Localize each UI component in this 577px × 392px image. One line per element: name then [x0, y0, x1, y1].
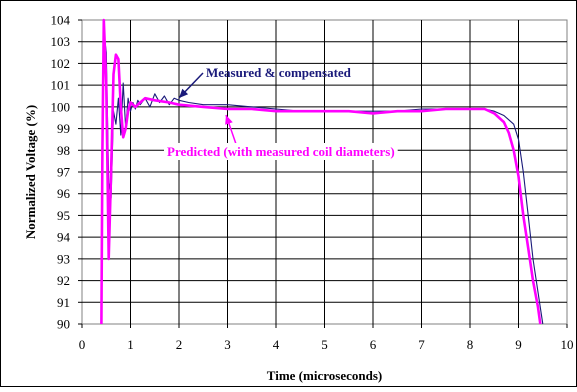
series-measured-line	[100, 30, 544, 325]
annotations: Measured & compensated Predicted (with me…	[164, 65, 398, 160]
x-tick-label: 3	[224, 337, 231, 352]
y-tick-label: 91	[57, 295, 70, 310]
y-axis-title: Normalized Voltage (%)	[23, 105, 38, 239]
x-tick-label: 6	[370, 337, 377, 352]
y-tick-label: 100	[51, 99, 71, 114]
y-tick-label: 95	[57, 208, 70, 223]
y-tick-label: 90	[57, 317, 70, 332]
x-tick-label: 8	[467, 337, 474, 352]
x-tick-label: 4	[273, 337, 280, 352]
y-tick-label: 101	[51, 78, 71, 93]
x-tick-label: 7	[418, 337, 425, 352]
y-tick-label: 94	[57, 230, 71, 245]
x-tick-label: 1	[127, 337, 134, 352]
annotation-arrowhead	[179, 88, 189, 98]
annotation-background	[164, 143, 398, 160]
y-tick-label: 102	[51, 56, 71, 71]
y-tick-label: 92	[57, 273, 70, 288]
series-predicted-line	[100, 18, 542, 325]
annotation-label: Measured & compensated	[206, 65, 352, 80]
y-tick-label: 96	[57, 186, 71, 201]
x-tick-label: 5	[321, 337, 328, 352]
x-axis-title: Time (microseconds)	[267, 368, 382, 383]
y-tick-label: 99	[57, 121, 70, 136]
x-tick-label: 2	[176, 337, 183, 352]
series-lines	[100, 18, 544, 325]
x-tick-label: 9	[515, 337, 522, 352]
x-tick-label: 0	[79, 337, 86, 352]
y-axis-ticks: 90 91 92 93 94 95 96 97 98 99 100 101 102 103 104	[51, 13, 82, 332]
y-tick-label: 97	[57, 165, 71, 180]
annotation-arrowhead	[225, 115, 233, 125]
y-tick-label: 104	[51, 13, 71, 28]
y-tick-label: 103	[51, 34, 71, 49]
x-tick-label: 10	[561, 337, 574, 352]
y-tick-label: 93	[57, 251, 70, 266]
annotation-label: Predicted (with measured coil diameters)	[167, 144, 395, 159]
x-axis-ticks: 0 1 2 3 4 5 6 7 8 9 10	[79, 324, 574, 352]
gridlines	[82, 20, 567, 324]
y-tick-label: 98	[57, 143, 70, 158]
